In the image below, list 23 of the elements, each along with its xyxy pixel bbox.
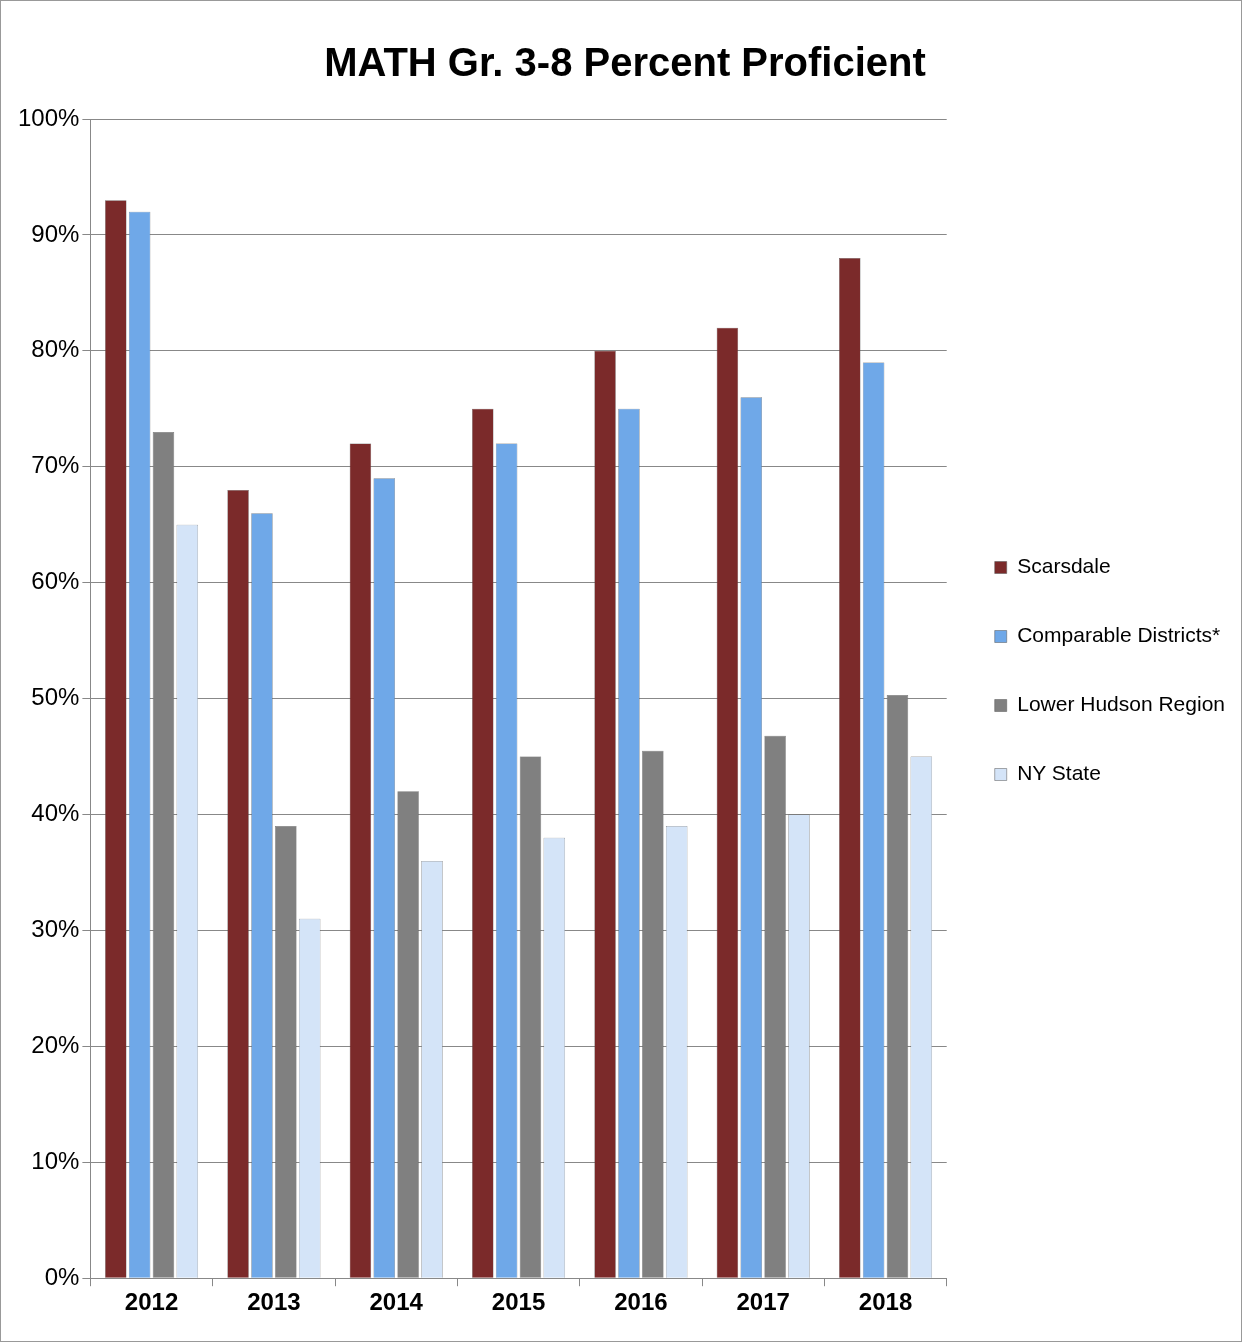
y-tick-label: 30% — [31, 915, 80, 943]
y-tick-label: 90% — [31, 219, 80, 247]
y-tick-label: 50% — [31, 683, 80, 711]
x-tick-label: 2012 — [124, 1288, 179, 1316]
legend-label: Comparable Districts* — [1017, 623, 1221, 647]
x-tick-label: 2014 — [369, 1288, 424, 1316]
x-tick-label: 2017 — [736, 1288, 790, 1316]
legend-label: Lower Hudson Region — [1017, 692, 1225, 716]
y-tick-label: 0% — [44, 1262, 80, 1290]
y-tick-label: 60% — [31, 567, 80, 595]
y-tick-label: 20% — [31, 1030, 80, 1058]
y-tick-label: 40% — [31, 799, 80, 827]
legend-label: NY State — [1017, 761, 1101, 785]
legend-label: Scarsdale — [1017, 554, 1111, 578]
y-tick-label: 100% — [17, 103, 80, 131]
y-tick-label: 70% — [31, 451, 80, 479]
x-tick-label: 2013 — [247, 1288, 301, 1316]
x-tick-label: 2018 — [858, 1288, 913, 1316]
x-tick-label: 2016 — [614, 1288, 668, 1316]
y-tick-label: 10% — [31, 1146, 80, 1174]
y-tick-label: 80% — [31, 335, 80, 363]
chart-title: MATH Gr. 3-8 Percent Proficient — [324, 40, 926, 85]
x-tick-label: 2015 — [491, 1288, 546, 1316]
